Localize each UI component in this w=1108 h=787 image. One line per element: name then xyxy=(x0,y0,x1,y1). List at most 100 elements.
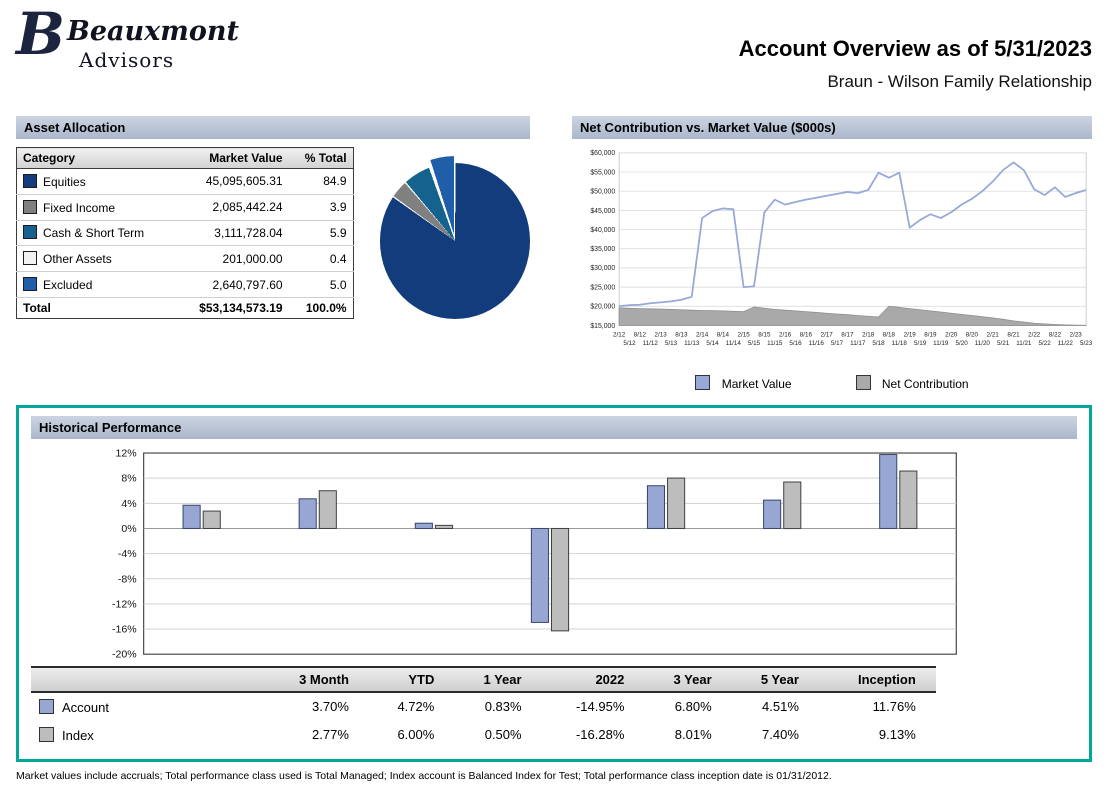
performance-value-cell: 3.70% xyxy=(312,699,349,715)
svg-text:5/20: 5/20 xyxy=(956,340,969,347)
performance-table-header-row: 3 Month YTD 1 Year 2022 3 Year 5 Year Inceptio… xyxy=(31,665,936,693)
svg-text:-4%: -4% xyxy=(118,548,137,560)
index-bar xyxy=(667,477,686,529)
svg-text:5/15: 5/15 xyxy=(748,340,761,347)
svg-text:$15,000: $15,000 xyxy=(590,323,615,330)
category-label: Fixed Income xyxy=(43,200,116,215)
total-pct: 100.0% xyxy=(288,297,354,319)
pct-total-cell: 84.9 xyxy=(288,168,354,195)
svg-text:2/12: 2/12 xyxy=(613,331,626,338)
pct-total-cell: 5.9 xyxy=(288,220,354,247)
market-value-cell: 45,095,605.31 xyxy=(175,168,289,195)
market-value-cell: 201,000.00 xyxy=(175,245,289,273)
performance-value-cell: 11.76% xyxy=(872,699,916,715)
performance-value-cell: 6.80% xyxy=(674,699,712,715)
performance-row-index: Index 2.77% 6.00% 0.50% -16.28% 8.01% 7.40% 9.1… xyxy=(31,721,936,749)
asset-allocation-row: Cash & Short Term 3,111,728.04 5.9 xyxy=(16,220,354,247)
svg-text:$60,000: $60,000 xyxy=(590,150,615,157)
market-value-cell: 3,111,728.04 xyxy=(175,220,289,247)
category-color-swatch xyxy=(23,277,37,292)
category-color-swatch xyxy=(23,251,37,266)
category-color-swatch xyxy=(23,199,37,214)
index-row-swatch xyxy=(39,726,54,742)
svg-text:11/20: 11/20 xyxy=(975,340,991,347)
index-bar xyxy=(783,481,802,529)
page-subtitle: Braun - Wilson Family Relationship xyxy=(827,72,1092,91)
performance-header-2022: 2022 xyxy=(541,665,645,693)
svg-text:8/19: 8/19 xyxy=(924,331,937,338)
asset-allocation-header-row: Category Market Value % Total xyxy=(16,147,354,169)
category-label: Equities xyxy=(43,174,86,189)
svg-text:8/22: 8/22 xyxy=(1049,331,1062,338)
svg-text:$35,000: $35,000 xyxy=(590,246,615,253)
svg-text:5/17: 5/17 xyxy=(831,340,844,347)
performance-header-ytd: YTD xyxy=(368,665,455,693)
index-bar xyxy=(550,527,570,631)
svg-text:$45,000: $45,000 xyxy=(590,208,615,215)
historical-performance-chart: -20% -16% -12% -8% -4% 0% 4% 8% 12% xyxy=(112,447,957,660)
svg-text:8/18: 8/18 xyxy=(883,331,896,338)
performance-header-3-month: 3 Month xyxy=(264,665,369,693)
svg-text:8/21: 8/21 xyxy=(1007,331,1020,338)
net-contribution-legend: Market Value Net Contribution xyxy=(572,374,1092,391)
brand-name: Beauxmont xyxy=(67,16,239,47)
account-bar xyxy=(530,527,549,623)
svg-text:$25,000: $25,000 xyxy=(590,284,615,291)
brand-suffix: Advisors xyxy=(79,48,175,72)
brand-monogram-icon: B xyxy=(16,0,66,68)
svg-text:2/18: 2/18 xyxy=(862,331,875,338)
performance-value-cell: -16.28% xyxy=(575,727,625,743)
svg-text:-20%: -20% xyxy=(112,648,137,660)
net-contribution-section-header: Net Contribution vs. Market Value ($000s… xyxy=(572,116,1092,139)
account-bar xyxy=(414,522,433,529)
col-pct-total: % Total xyxy=(288,147,354,169)
performance-header-1-year: 1 Year xyxy=(454,665,542,693)
asset-allocation-row: Other Assets 201,000.00 0.4 xyxy=(16,245,354,273)
index-bar xyxy=(434,524,454,529)
svg-text:2/14: 2/14 xyxy=(696,331,709,338)
asset-allocation-pie-chart xyxy=(378,156,530,319)
svg-text:12%: 12% xyxy=(115,447,136,459)
pct-total-cell: 5.0 xyxy=(288,271,354,298)
svg-text:0%: 0% xyxy=(121,523,136,535)
market-value-cell: 2,640,797.60 xyxy=(175,271,289,298)
performance-value-cell: 9.13% xyxy=(878,727,916,743)
svg-text:8/12: 8/12 xyxy=(634,331,647,338)
svg-text:$50,000: $50,000 xyxy=(590,189,615,196)
account-bar xyxy=(646,484,666,529)
svg-text:2/15: 2/15 xyxy=(738,331,751,338)
account-bar xyxy=(879,453,898,529)
asset-allocation-pie-exploded-slice xyxy=(378,156,529,313)
performance-value-cell: 4.51% xyxy=(762,699,799,715)
svg-text:-12%: -12% xyxy=(112,598,137,610)
svg-text:8/13: 8/13 xyxy=(675,331,688,338)
svg-text:$40,000: $40,000 xyxy=(590,227,615,234)
market-value-line xyxy=(619,161,1087,308)
svg-text:5/13: 5/13 xyxy=(665,340,678,347)
svg-text:$30,000: $30,000 xyxy=(590,265,615,272)
svg-text:5/21: 5/21 xyxy=(997,340,1010,347)
performance-value-cell: 7.40% xyxy=(762,727,799,743)
market-value-legend-label: Market Value xyxy=(721,376,792,391)
asset-allocation-total-row: Total $53,134,573.19 100.0% xyxy=(16,297,354,319)
asset-allocation-table: Category Market Value % Total Equities 45… xyxy=(16,147,354,319)
pct-total-cell: 0.4 xyxy=(288,245,354,273)
report-header: B Beauxmont Advisors Account Overview as… xyxy=(16,0,1092,116)
svg-text:11/18: 11/18 xyxy=(892,340,908,347)
svg-text:11/19: 11/19 xyxy=(933,340,949,347)
brand-wordmark: Beauxmont Advisors xyxy=(67,10,239,72)
svg-text:11/14: 11/14 xyxy=(726,340,742,347)
svg-text:5/23: 5/23 xyxy=(1080,340,1092,347)
net-contribution-legend-label: Net Contribution xyxy=(881,376,969,391)
legend-item-net-contribution: Net Contribution xyxy=(855,374,969,391)
historical-performance-section: Historical Performance -20% -16% -12% -8% -4… xyxy=(16,404,1092,762)
svg-text:2/22: 2/22 xyxy=(1028,331,1041,338)
asset-allocation-row: Equities 45,095,605.31 84.9 xyxy=(16,168,354,195)
performance-value-cell: 0.50% xyxy=(484,727,522,743)
performance-value-cell: -14.95% xyxy=(575,699,625,715)
svg-text:11/15: 11/15 xyxy=(767,340,783,347)
total-label: Total xyxy=(16,297,176,319)
performance-value-cell: 2.77% xyxy=(312,727,349,743)
performance-header-empty xyxy=(31,665,264,693)
